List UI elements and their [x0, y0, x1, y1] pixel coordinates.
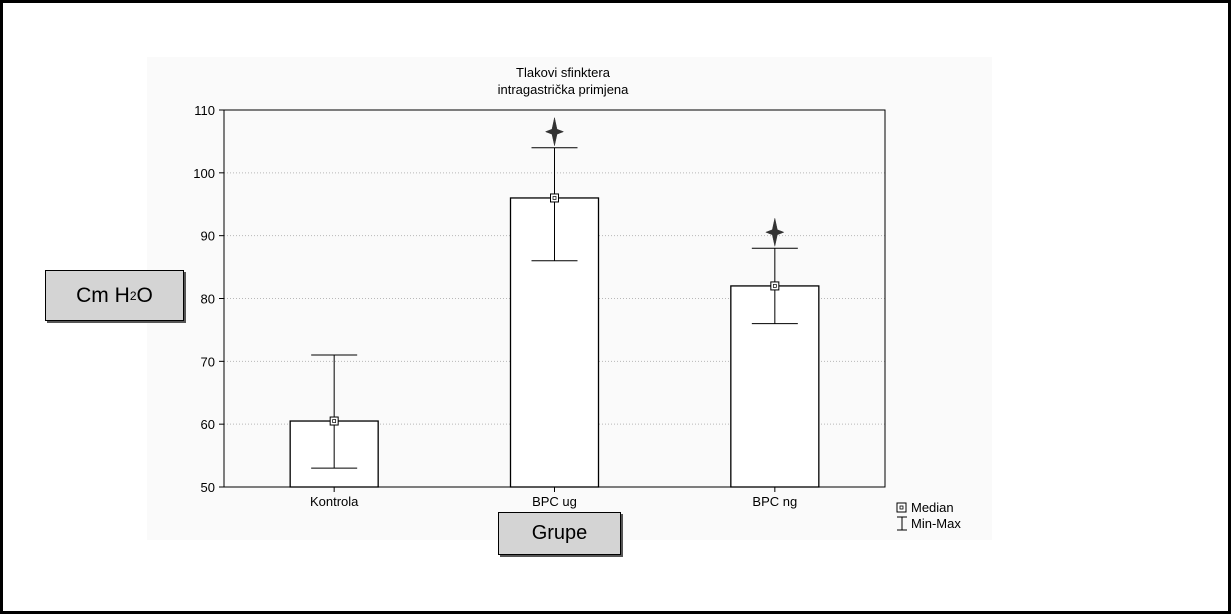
bar-2	[730, 285, 820, 488]
y-tick-label-80: 80	[201, 292, 215, 307]
y-axis-ticks: 50 60 70 80 90 100 110	[193, 103, 224, 495]
x-tick-label-0: Kontrola	[310, 494, 359, 509]
x-tick-label-1: BPC ug	[532, 494, 577, 509]
significance-star-2	[765, 218, 785, 247]
y-tick-label-70: 70	[201, 354, 215, 369]
y-axis-label-subscript: 2	[129, 288, 137, 303]
x-tick-label-2: BPC ng	[752, 494, 797, 509]
chart-title: Tlakovi sfinktera	[516, 65, 611, 80]
significance-star-1	[544, 117, 565, 146]
legend-median-symbol	[896, 502, 907, 513]
median-marker-inner-1	[552, 196, 557, 200]
y-axis-label-main: Cm H	[76, 283, 130, 307]
median-marker-inner-0	[332, 419, 337, 423]
chart-subtitle: intragastrička primjena	[498, 82, 630, 97]
legend-median-symbol-inner	[899, 505, 904, 510]
legend-minmax-label: Min-Max	[911, 516, 961, 531]
y-tick-label-60: 60	[201, 417, 215, 432]
legend-median-label: Median	[911, 500, 954, 515]
median-marker-1	[550, 193, 559, 203]
min-max-whiskers	[311, 147, 798, 469]
y-tick-label-100: 100	[193, 166, 215, 181]
y-tick-label-50: 50	[201, 480, 215, 495]
x-axis-ticks: Kontrola BPC ug BPC ng	[310, 487, 797, 509]
x-axis-label: Grupe	[498, 512, 621, 555]
median-marker-2	[770, 281, 780, 291]
median-marker-0	[329, 416, 339, 426]
median-marker-inner-2	[772, 284, 777, 288]
y-tick-label-90: 90	[201, 229, 215, 244]
y-axis-label-tail: O	[136, 283, 153, 307]
significance-markers	[544, 117, 785, 247]
legend: Median Min-Max	[896, 500, 961, 531]
y-tick-label-110: 110	[194, 103, 215, 118]
median-markers	[329, 193, 780, 426]
x-axis-label-text: Grupe	[531, 522, 588, 544]
